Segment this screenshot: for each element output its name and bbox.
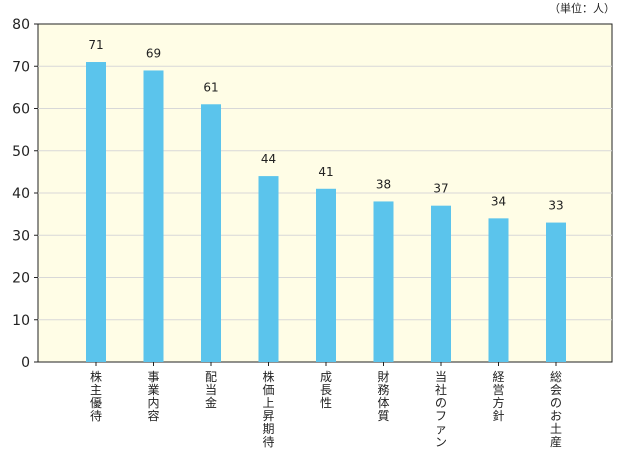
bar: [316, 188, 336, 362]
data-label: 34: [491, 194, 506, 208]
y-tick-label: 10: [12, 313, 30, 329]
x-category-label: 事業内容: [147, 370, 159, 423]
data-label: 37: [433, 182, 448, 196]
bar: [488, 218, 509, 362]
bars: [86, 62, 566, 363]
bar: [201, 104, 221, 363]
x-axis: 株主優待 事業内容 配当金 株価上昇期待 成長性 財務体質 当社のファン 経営方針 総会のお土産: [90, 362, 562, 449]
data-label: 61: [203, 80, 218, 94]
x-category-label: 株主優待: [90, 369, 102, 423]
bar: [86, 62, 106, 363]
y-tick-label: 40: [12, 186, 30, 202]
bar: [143, 70, 164, 362]
y-tick-label: 30: [12, 228, 30, 244]
x-category-label: 配当金: [205, 370, 217, 410]
data-label: 38: [376, 177, 391, 191]
data-label: 33: [548, 199, 563, 213]
x-category-label: 当社のファン: [435, 370, 447, 449]
y-axis: 0 10 20 30 40 50 60 70 80: [12, 17, 38, 371]
bar: [431, 205, 451, 362]
y-tick-label: 20: [12, 271, 30, 287]
bar: [373, 201, 394, 362]
y-tick-label: 70: [12, 59, 30, 75]
x-category-label: 財務体質: [377, 369, 389, 423]
bar: [258, 176, 279, 362]
data-label: 44: [261, 152, 276, 166]
data-label: 71: [88, 38, 103, 52]
data-label: 69: [146, 46, 161, 60]
x-category-label: 総会のお土産: [550, 370, 562, 449]
y-tick-label: 80: [12, 17, 30, 33]
x-category-label: 成長性: [320, 370, 332, 410]
y-tick-label: 60: [12, 102, 30, 118]
x-category-label: 経営方針: [492, 370, 504, 423]
x-category-label: 株価上昇期待: [262, 369, 274, 449]
data-label: 41: [318, 165, 333, 179]
y-tick-label: 50: [12, 144, 30, 160]
unit-label: （単位：人）: [549, 2, 615, 15]
data-labels: 71 69 61 44 41 38 37 34 33: [88, 38, 563, 213]
y-tick-label: 0: [21, 355, 30, 371]
bar: [546, 222, 566, 362]
